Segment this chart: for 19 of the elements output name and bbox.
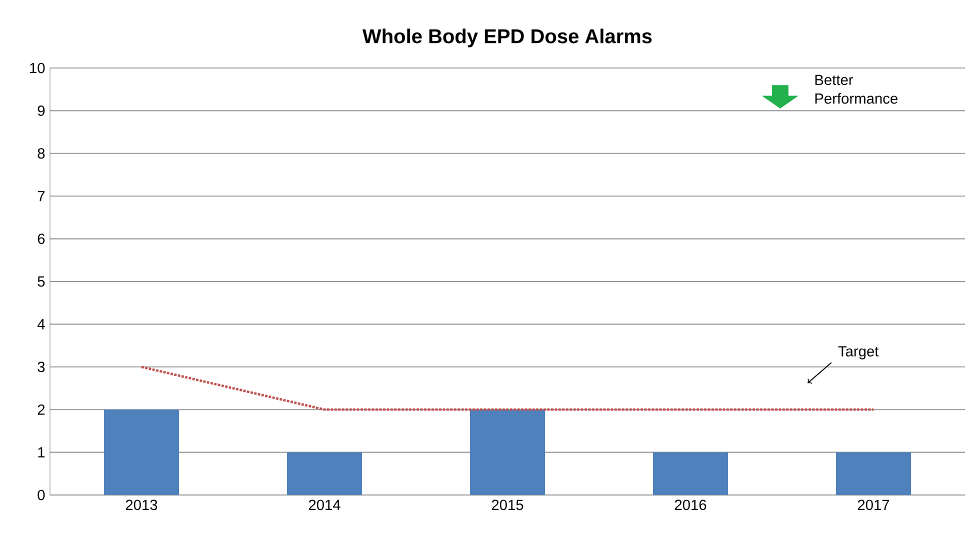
y-tick-label: 5 [38,276,45,287]
y-tick-label: 10 [30,62,45,74]
x-tick-label: 2015 [492,500,524,510]
y-tick-label: 0 [38,490,45,500]
y-tick-label: 3 [38,362,45,372]
y-tick-label: 2 [38,404,45,415]
chart-title: Whole Body EPD Dose Alarms [362,28,652,48]
y-tick-label: 4 [37,319,45,330]
y-tick-label: 9 [38,106,45,116]
annotation: Better Performance [815,74,898,104]
y-tick-label: 8 [38,148,45,159]
text: Target [838,346,879,360]
x-tick-label: 2014 [308,500,340,510]
x-tick-label: 2013 [126,500,158,510]
x-tick-label: 2016 [674,500,706,510]
y-tick-label: 7 [38,191,45,202]
y-tick-label: 6 [38,234,45,244]
y-tick-label: 1 [38,447,45,458]
x-tick-label: 2017 [858,500,890,510]
